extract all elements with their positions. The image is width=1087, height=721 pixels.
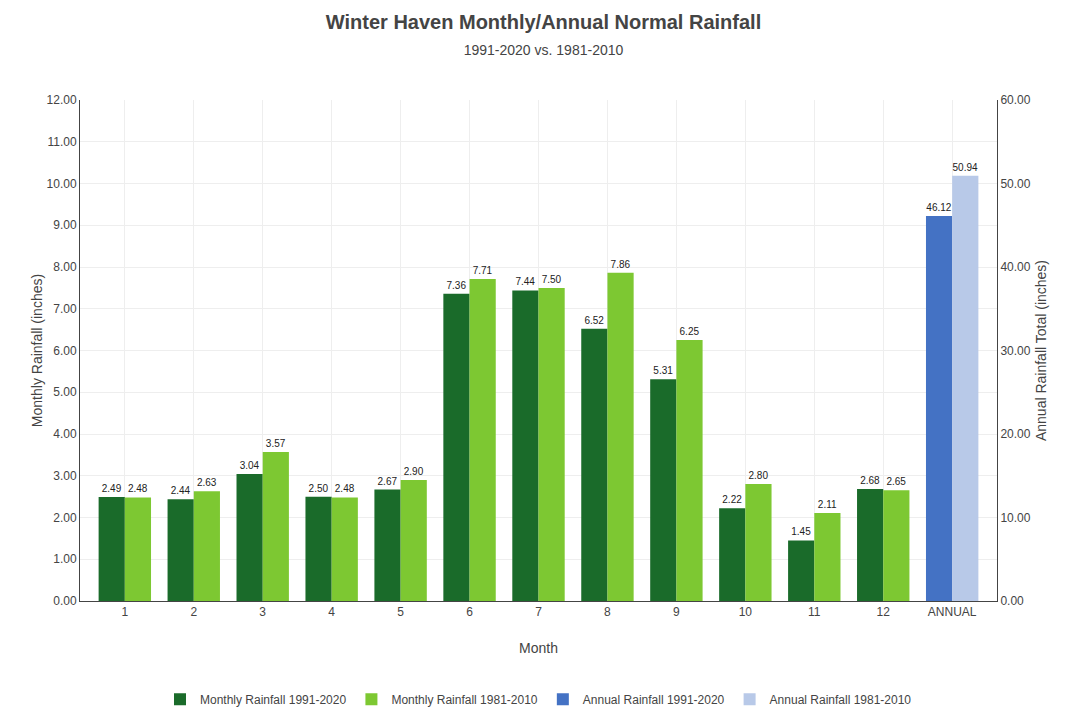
svg-text:1: 1 [121,605,128,619]
svg-text:2.67: 2.67 [378,476,398,487]
svg-text:9.00: 9.00 [53,218,77,232]
svg-text:2.22: 2.22 [722,494,742,505]
svg-text:46.12: 46.12 [926,202,951,213]
svg-text:2.90: 2.90 [404,466,424,477]
svg-text:7.36: 7.36 [446,280,466,291]
svg-text:11: 11 [808,605,821,619]
svg-text:ANNUAL: ANNUAL [928,605,977,619]
svg-text:7.00: 7.00 [53,302,77,316]
svg-text:10.00: 10.00 [1000,511,1030,525]
svg-text:3.04: 3.04 [240,460,260,471]
svg-text:6.25: 6.25 [680,326,700,337]
svg-text:Monthly Rainfall 1991-2020: Monthly Rainfall 1991-2020 [200,693,346,707]
svg-text:Month: Month [519,640,558,656]
svg-text:6.00: 6.00 [53,344,77,358]
svg-text:7.50: 7.50 [542,274,562,285]
svg-text:2.11: 2.11 [818,499,837,510]
svg-text:50.94: 50.94 [953,162,978,173]
svg-text:4: 4 [328,605,335,619]
svg-text:20.00: 20.00 [1000,427,1030,441]
svg-text:Monthly Rainfall 1981-2010: Monthly Rainfall 1981-2010 [391,693,537,707]
svg-text:2.49: 2.49 [102,483,122,494]
svg-text:50.00: 50.00 [1000,177,1030,191]
svg-text:6: 6 [466,605,473,619]
svg-text:7.44: 7.44 [515,276,535,287]
svg-text:12.00: 12.00 [47,93,77,107]
svg-text:9: 9 [673,605,680,619]
svg-text:0.00: 0.00 [1000,594,1024,608]
svg-text:12: 12 [877,605,891,619]
svg-text:5.31: 5.31 [653,365,673,376]
svg-text:5: 5 [397,605,404,619]
svg-text:7.86: 7.86 [611,259,631,270]
svg-text:8.00: 8.00 [53,260,77,274]
svg-text:Monthly Rainfall (inches): Monthly Rainfall (inches) [29,274,45,427]
svg-text:1.00: 1.00 [53,552,77,566]
svg-text:2: 2 [190,605,197,619]
svg-text:7: 7 [535,605,542,619]
svg-text:2.48: 2.48 [335,483,355,494]
svg-text:3.00: 3.00 [53,469,77,483]
svg-text:4.00: 4.00 [53,427,77,441]
svg-text:2.00: 2.00 [53,511,77,525]
svg-text:8: 8 [604,605,611,619]
svg-text:11.00: 11.00 [47,135,76,149]
svg-text:Annual Rainfall 1991-2020: Annual Rainfall 1991-2020 [583,693,725,707]
svg-text:2.65: 2.65 [886,476,906,487]
svg-text:60.00: 60.00 [1000,93,1030,107]
svg-text:30.00: 30.00 [1000,344,1030,358]
svg-text:5.00: 5.00 [53,385,77,399]
svg-text:3.57: 3.57 [266,438,286,449]
svg-text:Winter Haven Monthly/Annual No: Winter Haven Monthly/Annual Normal Rainf… [326,11,761,58]
svg-text:Annual Rainfall Total (inches): Annual Rainfall Total (inches) [1033,260,1049,441]
svg-text:2.68: 2.68 [860,475,880,486]
svg-text:1.45: 1.45 [791,526,811,537]
svg-text:2.80: 2.80 [748,470,768,481]
svg-text:2.63: 2.63 [197,477,217,488]
svg-text:0.00: 0.00 [53,594,77,608]
svg-text:7.71: 7.71 [473,265,493,276]
svg-text:2.48: 2.48 [128,483,148,494]
svg-text:6.52: 6.52 [584,315,604,326]
svg-text:10: 10 [739,605,753,619]
svg-text:Annual Rainfall 1981-2010: Annual Rainfall 1981-2010 [770,693,912,707]
svg-text:10.00: 10.00 [47,177,77,191]
svg-text:2.44: 2.44 [171,485,191,496]
svg-text:2.50: 2.50 [309,483,329,494]
svg-text:3: 3 [259,605,266,619]
svg-text:40.00: 40.00 [1000,260,1030,274]
